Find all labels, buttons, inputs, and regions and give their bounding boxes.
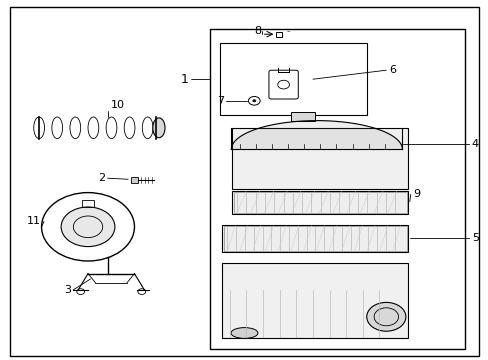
Ellipse shape — [231, 328, 258, 338]
Bar — [130, 177, 138, 183]
Bar — [233, 192, 406, 213]
Bar — [220, 43, 366, 115]
Text: 3: 3 — [64, 285, 71, 295]
Text: 4: 4 — [471, 139, 478, 149]
Text: 9: 9 — [412, 189, 420, 199]
Bar — [232, 191, 407, 214]
Bar — [224, 226, 406, 251]
Text: 2: 2 — [98, 173, 105, 183]
Ellipse shape — [152, 118, 165, 138]
Text: 5: 5 — [471, 233, 478, 243]
Bar — [222, 225, 407, 252]
Bar — [210, 29, 464, 349]
Text: –: – — [286, 29, 290, 35]
Bar — [290, 112, 315, 121]
Bar — [222, 263, 407, 338]
Text: 11: 11 — [27, 216, 41, 226]
Circle shape — [61, 207, 115, 247]
Bar — [276, 32, 282, 37]
Text: 8: 8 — [254, 26, 261, 36]
Text: 7: 7 — [216, 96, 224, 106]
Text: 1: 1 — [180, 73, 188, 86]
Circle shape — [366, 302, 405, 331]
Text: 10: 10 — [110, 100, 124, 110]
Bar — [232, 128, 407, 189]
Bar — [82, 200, 94, 207]
Text: 6: 6 — [388, 65, 395, 75]
Circle shape — [252, 100, 255, 102]
